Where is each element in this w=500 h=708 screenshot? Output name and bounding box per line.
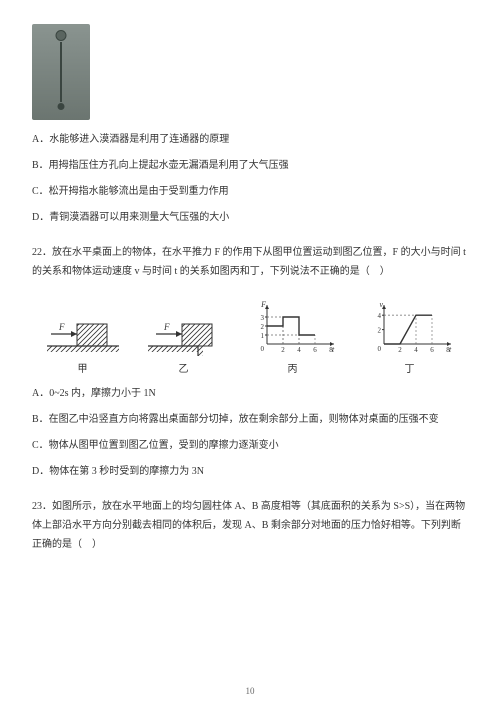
svg-text:F: F [163, 322, 170, 332]
svg-text:2: 2 [281, 346, 285, 354]
svg-text:4: 4 [297, 346, 301, 354]
svg-text:8: 8 [446, 346, 450, 354]
diagram-ding: tv0246824 丁 [366, 300, 454, 375]
page-number: 10 [246, 686, 255, 696]
diagram-yi: F 乙 [148, 306, 220, 375]
svg-text:3: 3 [260, 314, 264, 322]
svg-text:F: F [260, 300, 266, 309]
svg-text:2: 2 [260, 323, 264, 331]
q21-option-d: D．青铜漠酒器可以用来测量大气压强的大小 [32, 210, 468, 225]
q23-stem: 23．如图所示，放在水平地面上的均匀圆柱体 A、B 高度相等（其底面积的关系为 … [32, 497, 468, 554]
svg-text:0: 0 [377, 345, 381, 353]
svg-text:1: 1 [260, 332, 264, 340]
q22-option-a: A．0~2s 内，摩擦力小于 1N [32, 386, 468, 401]
svg-text:v: v [379, 300, 383, 309]
diagram-jia: F 甲 [47, 306, 119, 375]
svg-text:2: 2 [377, 327, 381, 335]
q22-diagrams: F 甲 F 乙 tF02468123 丙 tv0246824 丁 [32, 297, 468, 375]
q22-option-d: D．物体在第 3 秒时受到的摩擦力为 3N [32, 464, 468, 479]
device-photo [32, 24, 90, 120]
svg-text:6: 6 [430, 346, 434, 354]
q21-option-b: B．用拇指压住方孔向上提起水壶无漏酒是利用了大气压强 [32, 158, 468, 173]
diagram-yi-svg: F [148, 306, 220, 356]
svg-text:8: 8 [329, 346, 333, 354]
label-bing: 丙 [288, 360, 298, 375]
svg-text:0: 0 [260, 345, 264, 353]
svg-text:F: F [58, 322, 65, 332]
chart-bing-svg: tF02468123 [249, 300, 337, 356]
diagram-bing: tF02468123 丙 [249, 300, 337, 375]
label-yi: 乙 [179, 360, 189, 375]
svg-text:2: 2 [398, 346, 402, 354]
svg-text:4: 4 [414, 346, 418, 354]
svg-text:4: 4 [377, 312, 381, 320]
q22-option-c: C．物体从图甲位置到图乙位置，受到的摩擦力逐渐变小 [32, 438, 468, 453]
q21-option-a: A．水能够进入漠酒器是利用了连通器的原理 [32, 132, 468, 147]
chart-ding-svg: tv0246824 [366, 300, 454, 356]
q22-stem: 22．放在水平桌面上的物体，在水平推力 F 的作用下从图甲位置运动到图乙位置，F… [32, 243, 468, 281]
svg-text:6: 6 [313, 346, 317, 354]
q22-option-b: B．在图乙中沿竖直方向将露出桌面部分切掉，放在剩余部分上面，则物体对桌面的压强不… [32, 412, 468, 427]
diagram-jia-svg: F [47, 306, 119, 356]
label-ding: 丁 [405, 360, 415, 375]
label-jia: 甲 [78, 360, 88, 375]
q21-option-c: C．松开拇指水能够流出是由于受到重力作用 [32, 184, 468, 199]
